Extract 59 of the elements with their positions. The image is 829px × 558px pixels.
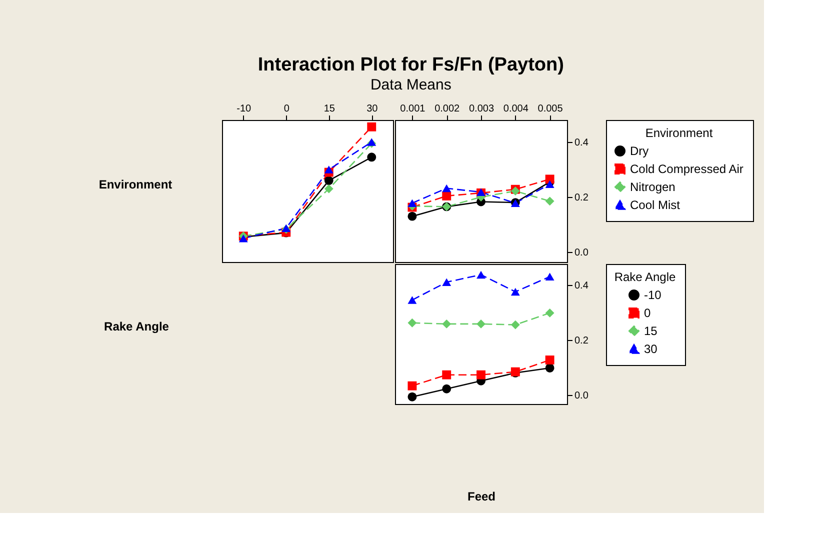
point [476,319,486,328]
y-tick-label: 0.4 [574,138,589,149]
point [324,176,334,186]
legend-label: Cold Compressed Air [630,162,744,176]
point [442,370,452,380]
point [545,196,554,206]
legend-label: Nitrogen [630,180,676,194]
point [408,381,417,390]
y-tick-label: 0.2 [574,335,589,346]
point [510,320,520,330]
point [408,212,417,221]
point [476,370,486,380]
point [408,318,417,328]
legend-label: 0 [644,306,651,320]
legend-label: 15 [644,324,658,338]
point [545,364,554,372]
x-axis-title: Feed [467,490,496,504]
chart-subtitle: Data Means [370,76,452,94]
point [545,180,554,188]
point [442,191,452,200]
legend-label: Cool Mist [630,198,681,212]
point [545,308,554,318]
legend-title: Environment [645,126,714,140]
x-tick-label: 0 [284,104,290,114]
point [545,272,554,281]
x-tick-label: 0.004 [503,104,529,114]
point [367,122,376,132]
y-axis-title: Environment [98,178,172,192]
chart-title: Interaction Plot for Fs/Fn (Payton) [258,54,564,76]
legend-label: Dry [630,144,649,158]
point [442,184,452,192]
point [442,278,452,286]
x-tick-label: 30 [366,104,378,114]
point [324,184,334,194]
x-tick-label: 0.005 [538,104,564,114]
point [476,270,486,279]
y-tick-label: 0.0 [574,390,589,402]
point [408,296,417,304]
legend-title: Rake Angle [614,270,676,284]
point [324,166,334,174]
point [442,319,452,328]
y-tick-label: 0.0 [574,248,589,259]
point [408,199,417,207]
legend-label: -10 [644,288,662,302]
point [367,152,376,162]
y-tick-label: 0.4 [574,280,589,292]
x-tick-label: 0.002 [434,104,460,114]
point [442,384,452,394]
point [545,356,554,364]
point [545,174,554,184]
x-tick-label: 0.001 [400,104,426,114]
x-tick-label: -10 [236,104,252,114]
point [510,288,520,296]
x-tick-label: 0.003 [468,104,494,114]
point [408,392,417,402]
legend-label: 30 [644,342,658,356]
y-axis-title: Rake Angle [104,320,170,334]
x-tick-label: 15 [324,104,336,114]
y-tick-label: 0.2 [574,192,589,204]
